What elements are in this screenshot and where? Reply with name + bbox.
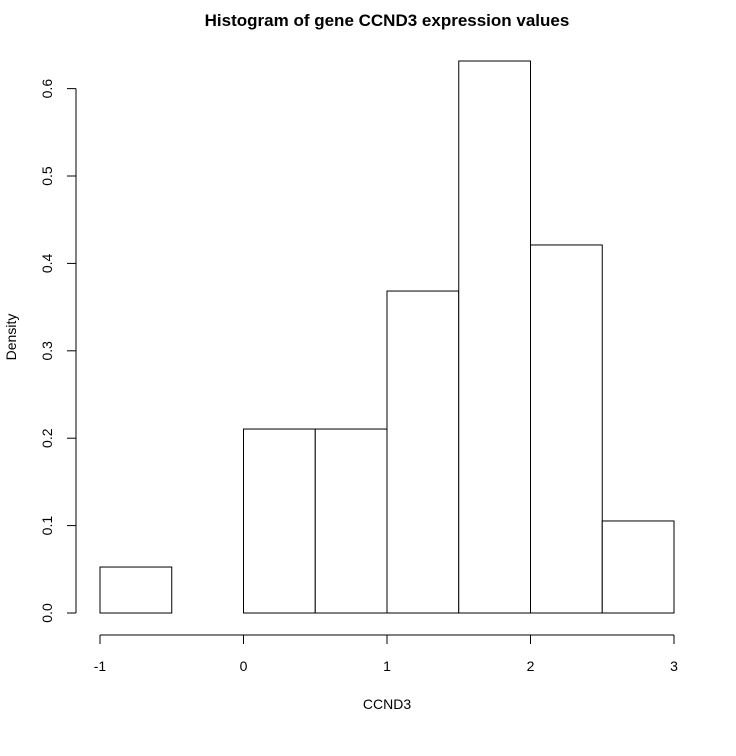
y-tick-label: 0.2 bbox=[39, 428, 55, 448]
x-tick-label: -1 bbox=[94, 658, 107, 674]
histogram-bar bbox=[314, 428, 388, 614]
y-tick-label: 0.6 bbox=[39, 79, 55, 99]
x-axis: -1 0 1 2 3 bbox=[94, 634, 678, 674]
histogram-bar bbox=[601, 520, 675, 614]
y-tick-label: 0.0 bbox=[39, 603, 55, 623]
x-tick-label: 3 bbox=[670, 658, 678, 674]
histogram-bar bbox=[458, 60, 531, 614]
histogram-bar bbox=[243, 428, 316, 614]
histogram-bar bbox=[386, 290, 460, 614]
histogram-bar bbox=[99, 566, 173, 614]
histogram-bar bbox=[530, 244, 603, 614]
histogram-bars bbox=[99, 60, 675, 614]
y-tick-label: 0.5 bbox=[39, 166, 55, 186]
y-tick-label: 0.1 bbox=[39, 516, 55, 536]
y-axis-label: Density bbox=[3, 314, 19, 361]
y-axis: 0.0 0.1 0.2 0.3 0.4 0.5 0.6 bbox=[39, 79, 77, 623]
x-axis-label: CCND3 bbox=[363, 696, 411, 712]
x-tick-label: 1 bbox=[383, 658, 391, 674]
y-tick-label: 0.3 bbox=[39, 341, 55, 361]
chart-title: Histogram of gene CCND3 expression value… bbox=[205, 11, 570, 30]
x-tick-label: 2 bbox=[527, 658, 535, 674]
x-tick-label: 0 bbox=[240, 658, 248, 674]
y-tick-label: 0.4 bbox=[39, 253, 55, 273]
